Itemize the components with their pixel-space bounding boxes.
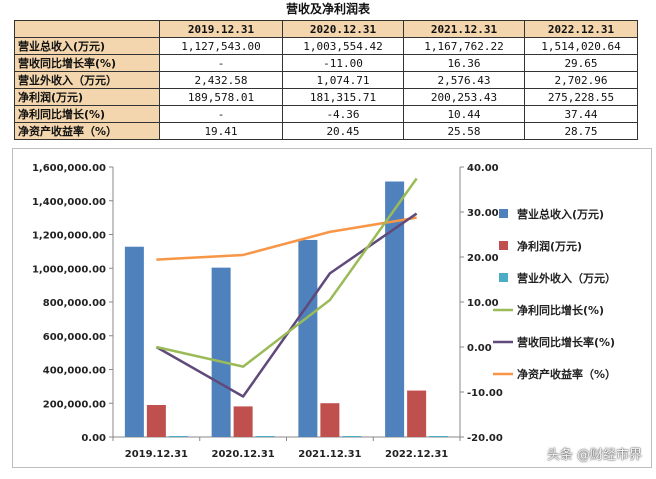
bar-3 [429,436,449,437]
legend-swatch [499,241,508,250]
left-tick-label: 1,200,000.00 [32,231,106,242]
bar-1 [298,239,318,437]
table-title: 营收及净利润表 [285,2,370,16]
table-cell: 275,228.55 [524,88,638,106]
x-tick-label: 2019.12.31 [125,449,188,460]
x-tick-label: 2022.12.31 [385,449,448,460]
right-tick-label: 40.00 [467,163,499,174]
legend-label: 营收同比增长率(%) [517,335,615,349]
table-row: 净利润(万元) 189,578.01 181,315.71 200,253.43… [14,88,638,106]
bar-3 [168,436,188,437]
table-cell: 1,074.71 [282,71,404,89]
table-cell: -4.36 [282,105,404,123]
legend-label: 净利润(万元) [517,239,582,253]
left-tick-label: 0.00 [81,433,106,444]
right-tick-label: -10.00 [467,388,503,399]
table-cell: 2,702.96 [524,71,638,89]
x-tick-label: 2021.12.31 [298,449,361,460]
table-cell: 1,127,543.00 [159,37,283,55]
table-cell: -11.00 [282,54,404,72]
table-cell: 2,576.43 [403,71,525,89]
column-header: 2021.12.31 [403,20,525,38]
row-label: 净利润(万元) [14,88,160,106]
table-cell: 1,514,020.64 [524,37,638,55]
left-tick-label: 1,400,000.00 [32,197,106,208]
table-cell: 1,003,554.42 [282,37,404,55]
table-header-row: 2019.12.31 2020.12.31 2021.12.31 2022.12… [14,20,638,38]
column-header: 2019.12.31 [159,20,283,38]
combo-chart: 0.00 200,000.00 400,000.00 600,000.00 800,00… [32,163,616,460]
bar-3 [255,436,275,437]
bar-2 [407,390,427,437]
table-cell: 2,432.58 [159,71,283,89]
table-cell: 10.44 [403,105,525,123]
table-row: 净资产收益率（%） 19.41 20.45 25.58 28.75 [14,122,638,140]
right-tick-label: -20.00 [467,433,503,444]
watermark: 头条 @财经市界 [546,448,642,463]
legend-swatch [499,273,508,282]
bar-1 [385,181,405,437]
table-corner-cell [14,20,160,38]
right-tick-label: 20.00 [467,253,499,264]
bar-1 [211,267,231,437]
table-cell: 181,315.71 [282,88,404,106]
left-tick-label: 400,000.00 [43,366,106,377]
row-label: 净资产收益率（%） [14,122,160,140]
right-tick-label: 10.00 [467,298,499,309]
table-cell: 200,253.43 [403,88,525,106]
series-line [156,177,418,368]
right-tick-label: 30.00 [467,208,499,219]
column-header: 2022.12.31 [524,20,638,38]
table-cell: 19.41 [159,122,283,140]
table-cell: 16.36 [403,54,525,72]
table-cell: - [159,105,283,123]
table-row: 净利同比增长(%) - -4.36 10.44 37.44 [14,105,638,123]
table-cell: 25.58 [403,122,525,140]
table-cell: 189,578.01 [159,88,283,106]
table-cell: 28.75 [524,122,638,140]
left-tick-label: 200,000.00 [43,399,106,410]
table-cell: - [159,54,283,72]
row-label: 营业外收入（万元） [14,71,160,89]
financial-table: 2019.12.31 2020.12.31 2021.12.31 2022.12… [14,20,638,140]
table-cell: 29.65 [524,54,638,72]
right-tick-label: 0.00 [467,343,492,354]
table-cell: 1,167,762.22 [403,37,525,55]
legend-label: 净利同比增长(%) [517,303,604,317]
left-tick-label: 1,600,000.00 [32,163,106,174]
column-header: 2020.12.31 [282,20,404,38]
table-cell: 37.44 [524,105,638,123]
x-tick-label: 2020.12.31 [211,449,274,460]
table-cell: 20.45 [282,122,404,140]
row-label: 营收同比增长率(%) [14,54,160,72]
left-tick-label: 1,000,000.00 [32,264,106,275]
legend-swatch [499,209,508,218]
bar-2 [320,403,340,437]
bar-1 [124,246,144,437]
bar-3 [342,436,362,437]
chart-container: 0.00 200,000.00 400,000.00 600,000.00 800,00… [12,148,652,468]
legend-label: 净资产收益率（%） [517,367,616,381]
table-row: 营收同比增长率(%) - -11.00 16.36 29.65 [14,54,638,72]
bar-2 [146,405,166,437]
row-label: 净利同比增长(%) [14,105,160,123]
left-tick-label: 800,000.00 [43,298,106,309]
table-row: 营业总收入(万元) 1,127,543.00 1,003,554.42 1,16… [14,37,638,55]
bar-2 [233,406,253,437]
legend-label: 营业外收入（万元） [517,271,616,285]
table-row: 营业外收入（万元） 2,432.58 1,074.71 2,576.43 2,7… [14,71,638,89]
series-line [156,216,417,261]
row-label: 营业总收入(万元) [14,37,160,55]
left-tick-label: 600,000.00 [43,332,106,343]
series-line [155,212,418,398]
legend-label: 营业总收入(万元) [517,207,604,221]
